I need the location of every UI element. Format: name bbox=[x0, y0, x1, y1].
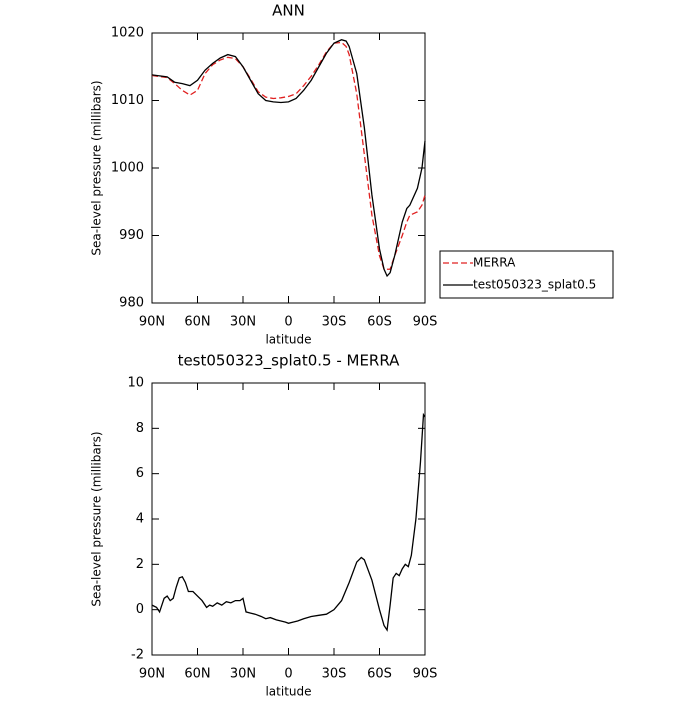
y-tick-label: 10 bbox=[127, 376, 144, 391]
y-tick-label: 8 bbox=[136, 421, 144, 436]
chart-title: test050323_splat0.5 - MERRA bbox=[178, 352, 401, 371]
plot-frame bbox=[151, 32, 426, 304]
x-tick-label: 60S bbox=[367, 667, 392, 682]
y-tick-label: 1010 bbox=[111, 93, 144, 108]
x-axis-label: latitude bbox=[265, 333, 311, 347]
y-tick-label: 4 bbox=[136, 512, 144, 527]
series-line bbox=[151, 41, 426, 270]
x-tick-label: 90N bbox=[139, 315, 165, 330]
series-line bbox=[151, 412, 426, 632]
x-tick-label: 60S bbox=[367, 315, 392, 330]
legend-label: test050323_splat0.5 bbox=[473, 278, 596, 292]
x-tick-label: 0 bbox=[284, 667, 292, 682]
plot-frame bbox=[151, 382, 426, 656]
x-tick-label: 30N bbox=[230, 315, 256, 330]
legend-label: MERRA bbox=[473, 256, 516, 270]
y-tick-label: 1020 bbox=[111, 26, 144, 41]
y-axis-label: Sea-level pressure (millibars) bbox=[90, 431, 104, 606]
y-tick-label: 2 bbox=[136, 557, 144, 572]
x-tick-label: 60N bbox=[184, 667, 210, 682]
x-axis-label: latitude bbox=[265, 685, 311, 699]
y-tick-label: 1000 bbox=[111, 161, 144, 176]
x-tick-label: 60N bbox=[184, 315, 210, 330]
x-tick-label: 30S bbox=[322, 667, 347, 682]
y-axis-label: Sea-level pressure (millibars) bbox=[90, 80, 104, 255]
series-line bbox=[151, 39, 426, 278]
y-tick-label: 980 bbox=[119, 296, 144, 311]
y-tick-label: 6 bbox=[136, 466, 144, 481]
y-tick-label: 990 bbox=[119, 228, 144, 243]
y-tick-label: -2 bbox=[131, 648, 144, 663]
x-tick-label: 90S bbox=[413, 667, 438, 682]
x-tick-label: 0 bbox=[284, 315, 292, 330]
x-tick-label: 30S bbox=[322, 315, 347, 330]
x-tick-label: 30N bbox=[230, 667, 256, 682]
y-tick-label: 0 bbox=[136, 602, 144, 617]
legend-box bbox=[439, 250, 614, 299]
chart-title: ANN bbox=[272, 2, 305, 20]
x-tick-label: 90S bbox=[413, 315, 438, 330]
x-tick-label: 90N bbox=[139, 667, 165, 682]
